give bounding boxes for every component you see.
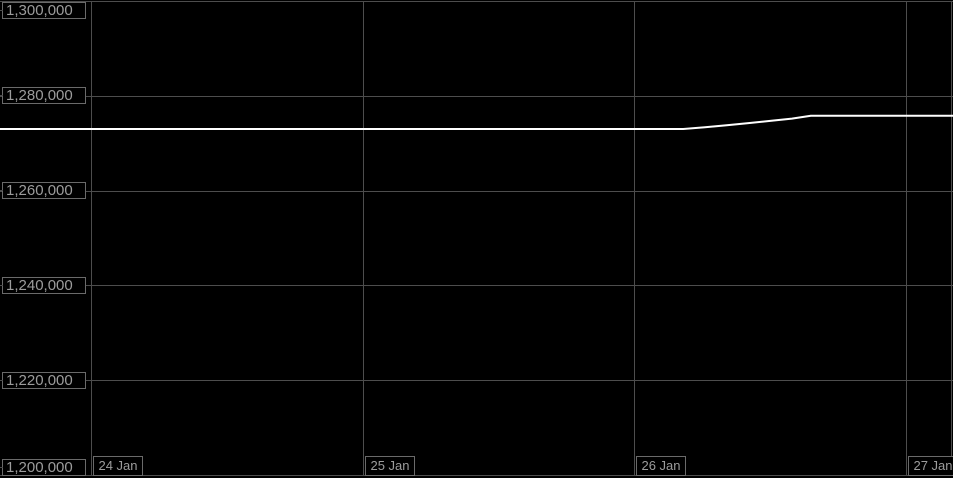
x-axis-tick-label: 27 Jan <box>908 456 953 476</box>
y-axis-tick-label: 1,280,000 <box>2 87 86 104</box>
y-axis-tick-mark <box>0 380 3 381</box>
y-axis-tick-mark <box>0 190 3 191</box>
series-line <box>0 114 953 130</box>
y-axis-tick-label: 1,300,000 <box>2 2 86 19</box>
x-axis-tick-label: 24 Jan <box>93 456 143 476</box>
y-axis-tick-mark <box>0 10 3 11</box>
x-axis-tick-label: 26 Jan <box>636 456 686 476</box>
x-axis-tick-label: 25 Jan <box>365 456 415 476</box>
y-axis-tick-mark <box>0 95 3 96</box>
y-axis-tick-mark <box>0 285 3 286</box>
y-axis-tick-label: 1,220,000 <box>2 372 86 389</box>
y-axis-tick-label: 1,240,000 <box>2 277 86 294</box>
y-axis-tick-mark <box>0 467 3 468</box>
y-axis-tick-label: 1,260,000 <box>2 182 86 199</box>
y-axis-tick-label: 1,200,000 <box>2 459 86 476</box>
